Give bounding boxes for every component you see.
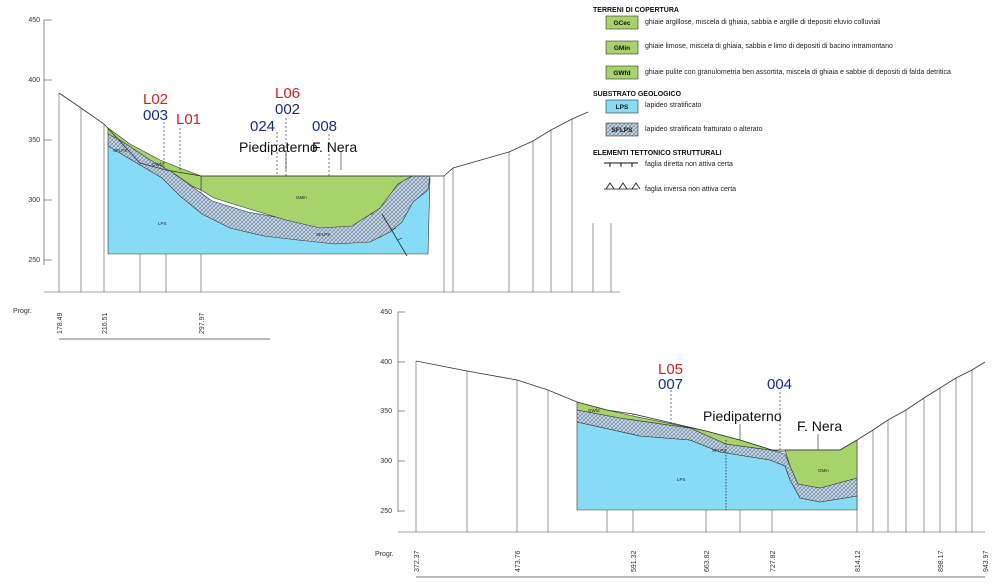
section-1-borehole-red-label: L02 xyxy=(143,91,168,108)
legend-text: ghiaie limose, miscela di ghiaia, sabbia… xyxy=(645,43,893,50)
section-1-place-f-nera: F. Nera xyxy=(312,139,357,155)
section-2-borehole-red-label: L05 xyxy=(658,361,683,378)
legend-code: LPS xyxy=(616,104,629,111)
legend-swatch-gmin xyxy=(605,40,639,55)
section-2-elev-tick: 450 xyxy=(380,309,392,316)
section-1-place-piedipaterno: Piedipaterno xyxy=(239,139,318,155)
section-2-prog-label: 814.12 xyxy=(855,550,862,572)
section-2-elev-tick: 250 xyxy=(380,508,392,515)
section-2-gwfd xyxy=(576,401,786,453)
section-2-prog-label: 898.17 xyxy=(938,550,945,572)
section-1-progressive: Progr. 178.49 216.51 297.97 xyxy=(13,291,620,340)
legend-code: GWfd xyxy=(613,70,630,77)
section-1-borehole-blue-label: 024 xyxy=(250,118,275,135)
section-1-geology: SFLPS GWfd LPS GMin SFLPS xyxy=(58,92,589,257)
legend-cover-title: TERRENI DI COPERTURA xyxy=(593,7,679,14)
legend-text: ghiaie argillose, miscela di ghiaia, sab… xyxy=(645,19,881,26)
section-1-unit-label: SFLPS xyxy=(316,232,330,237)
section-1-borehole-red-label: L01 xyxy=(176,111,201,128)
section-1-unit-label: GWfd xyxy=(152,162,164,167)
section-1-prog-label: 297.97 xyxy=(199,312,206,334)
section-2-unit-label: SFLPS xyxy=(712,448,726,453)
section-2-geology: GWfd SFLPS LPS GMin xyxy=(415,360,986,511)
section-2-prog-label: 943.97 xyxy=(983,550,990,572)
section-1-borehole-blue-label: 002 xyxy=(275,101,300,118)
section-1: 450 400 350 300 250 xyxy=(13,17,620,340)
legend-text: faglia inversa non attiva certa xyxy=(645,186,736,193)
section-1-prog-label: 216.51 xyxy=(102,312,109,334)
section-1-prog-title: Progr. xyxy=(13,308,32,315)
section-2-prog-label: 372.37 xyxy=(414,550,421,572)
section-2-prog-title: Progr. xyxy=(375,551,394,558)
section-1-prog-label: 178.49 xyxy=(57,312,64,334)
section-1-fault xyxy=(381,213,408,257)
section-1-topography xyxy=(58,92,589,177)
section-1-elev-tick: 400 xyxy=(28,77,40,84)
section-2-borehole-blue-label: 007 xyxy=(658,376,683,393)
legend-swatch-gcec xyxy=(605,15,639,30)
section-1-elev-tick: 350 xyxy=(28,137,40,144)
section-2-borehole-blue-label: 004 xyxy=(767,376,792,393)
section-2-elev-tick: 350 xyxy=(380,408,392,415)
section-2-prog-label: 591.32 xyxy=(631,550,638,572)
section-1-gmin xyxy=(200,175,414,229)
legend-text: faglia diretta non attiva certa xyxy=(645,161,733,168)
legend-code: GCec xyxy=(614,20,631,27)
legend-swatch-sflps xyxy=(605,122,639,137)
reverse-fault-icon xyxy=(604,182,641,190)
legend-swatch-lps xyxy=(605,99,639,114)
section-2-elev-tick: 400 xyxy=(380,359,392,366)
section-2: 450 400 350 300 250 xyxy=(375,309,990,578)
section-1-elev-tick: 250 xyxy=(28,257,40,264)
section-2-place-f-nera: F. Nera xyxy=(797,418,842,434)
section-2-elevation-axis: 450 400 350 300 250 xyxy=(380,309,405,515)
section-1-elev-tick: 300 xyxy=(28,197,40,204)
section-1-sflps xyxy=(107,131,431,245)
section-2-place-piedipaterno: Piedipaterno xyxy=(703,408,782,424)
section-1-unit-label: GMin xyxy=(296,195,307,200)
section-2-progressive: Progr. 372.37 473.76 591.32 663.82 727.8… xyxy=(375,531,990,578)
section-2-boreholes: L05 007 004 xyxy=(658,361,792,452)
section-2-unit-label: GMin xyxy=(818,468,829,473)
section-1-unit-label: SFLPS xyxy=(113,148,127,153)
section-2-unit-label: GWfd xyxy=(588,408,600,413)
section-1-elev-tick: 450 xyxy=(28,17,40,24)
section-1-unit-label: LPS xyxy=(158,221,167,226)
normal-fault-icon xyxy=(604,162,638,167)
section-2-prog-label: 473.76 xyxy=(515,550,522,572)
legend-code: SFLPS xyxy=(612,127,634,134)
legend-text: lapideo stratificato fratturato o altera… xyxy=(645,126,763,133)
section-2-elev-tick: 300 xyxy=(380,458,392,465)
section-2-unit-label: LPS xyxy=(677,477,686,482)
legend-text: lapideo stratificato xyxy=(645,102,702,109)
legend: TERRENI DI COPERTURA GCec ghiaie argillo… xyxy=(593,7,951,193)
section-1-borehole-blue-label: 003 xyxy=(143,107,168,124)
section-1-borehole-red-label: L06 xyxy=(275,85,300,102)
section-2-prog-label: 727.82 xyxy=(770,550,777,572)
section-2-topography xyxy=(415,360,986,451)
section-1-elevation-axis: 450 400 350 300 250 xyxy=(28,17,52,265)
legend-substrate-title: SUBSTRATO GEOLOGICO xyxy=(593,91,682,98)
legend-text: ghiaie pulite con granulometria ben asso… xyxy=(645,69,951,76)
section-1-places: Piedipaterno F. Nera xyxy=(239,139,357,170)
legend-tectonic-title: ELEMENTI TETTONICO STRUTTURALI xyxy=(593,150,722,157)
legend-swatch-gwfd xyxy=(605,65,639,80)
section-1-borehole-blue-label: 008 xyxy=(312,118,337,135)
section-2-prog-label: 663.82 xyxy=(704,550,711,572)
legend-code: GMin xyxy=(614,45,630,52)
section-2-places: Piedipaterno F. Nera xyxy=(703,408,842,450)
section-1-boreholes: L02 003 L01 L06 002 024 008 xyxy=(143,85,337,176)
